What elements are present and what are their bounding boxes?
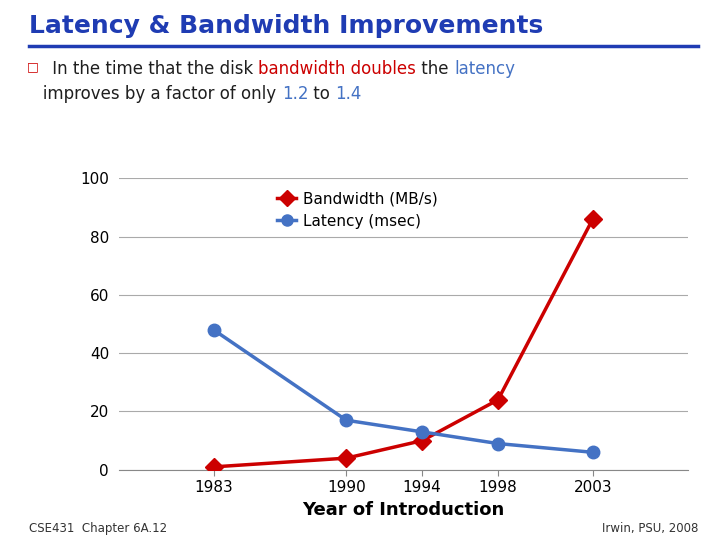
Text: □: □ — [27, 60, 39, 73]
X-axis label: Year of Introduction: Year of Introduction — [302, 501, 504, 519]
Text: Irwin, PSU, 2008: Irwin, PSU, 2008 — [602, 522, 698, 535]
Text: bandwidth doubles: bandwidth doubles — [258, 60, 416, 78]
Text: In the time that the disk: In the time that the disk — [47, 60, 258, 78]
Text: 1.4: 1.4 — [336, 85, 361, 103]
Legend: Bandwidth (MB/s), Latency (msec): Bandwidth (MB/s), Latency (msec) — [277, 192, 438, 230]
Text: to: to — [308, 85, 336, 103]
Text: improves by a factor of only: improves by a factor of only — [27, 85, 282, 103]
Text: latency: latency — [454, 60, 515, 78]
Text: the: the — [416, 60, 454, 78]
Text: CSE431  Chapter 6A.12: CSE431 Chapter 6A.12 — [29, 522, 167, 535]
Text: 1.2: 1.2 — [282, 85, 308, 103]
Text: Latency & Bandwidth Improvements: Latency & Bandwidth Improvements — [29, 14, 543, 37]
